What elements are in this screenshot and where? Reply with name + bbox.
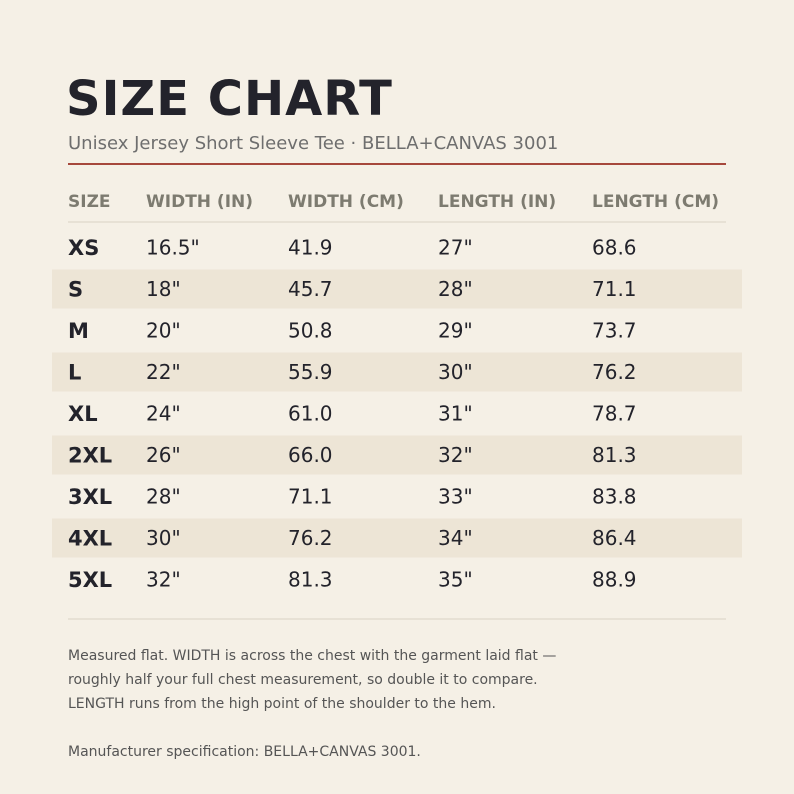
cell: 81.3 — [288, 568, 333, 592]
cell: 86.4 — [592, 526, 637, 550]
column-header: WIDTH (IN) — [146, 192, 253, 212]
title: SIZE CHART — [66, 71, 393, 127]
note-line: roughly half your full chest measurement… — [68, 672, 538, 688]
cell: 78.7 — [592, 402, 637, 426]
cell: 29" — [438, 319, 473, 343]
column-header: WIDTH (CM) — [288, 192, 404, 212]
cell: 26" — [146, 443, 181, 467]
cell: 20" — [146, 319, 181, 343]
cell: 28" — [146, 485, 181, 509]
size-label: M — [68, 319, 89, 343]
cell: 30" — [146, 526, 181, 550]
size-label: 3XL — [68, 485, 112, 509]
row-band — [52, 435, 742, 475]
cell: 32" — [438, 443, 473, 467]
column-header: LENGTH (IN) — [438, 192, 556, 212]
size-label: S — [68, 278, 83, 302]
cell: 50.8 — [288, 319, 333, 343]
column-header: SIZE — [68, 192, 111, 212]
cell: 83.8 — [592, 485, 637, 509]
cell: 45.7 — [288, 277, 333, 301]
cell: 34" — [438, 526, 473, 550]
cell: 16.5" — [146, 236, 200, 260]
size-label: XS — [68, 236, 99, 260]
note-line: LENGTH runs from the high point of the s… — [68, 696, 496, 712]
cell: 24" — [146, 402, 181, 426]
cell: 68.6 — [592, 236, 637, 260]
cell: 30" — [438, 360, 473, 384]
cell: 27" — [438, 236, 473, 260]
cell: 61.0 — [288, 402, 333, 426]
column-header: LENGTH (CM) — [592, 192, 719, 212]
row-band — [52, 518, 742, 558]
cell: 55.9 — [288, 360, 333, 384]
size-label: XL — [68, 402, 98, 426]
cell: 71.1 — [288, 485, 333, 509]
cell: 31" — [438, 402, 473, 426]
footer: Manufacturer specification: BELLA+CANVAS… — [68, 744, 421, 760]
size-label: 5XL — [68, 568, 112, 592]
size-label: 2XL — [68, 444, 112, 468]
cell: 32" — [146, 568, 181, 592]
cell: 41.9 — [288, 236, 333, 260]
cell: 66.0 — [288, 443, 333, 467]
cell: 73.7 — [592, 319, 637, 343]
subtitle: Unisex Jersey Short Sleeve Tee · BELLA+C… — [68, 133, 558, 154]
cell: 18" — [146, 277, 181, 301]
cell: 76.2 — [592, 360, 637, 384]
table: SIZE WIDTH (IN) WIDTH (CM) LENGTH (IN) LENGT… — [52, 192, 742, 592]
cell: 22" — [146, 360, 181, 384]
cell: 71.1 — [592, 277, 637, 301]
size-label: 4XL — [68, 527, 112, 551]
size-label: L — [68, 361, 81, 385]
cell: 35" — [438, 568, 473, 592]
cell: 76.2 — [288, 526, 333, 550]
cell: 81.3 — [592, 443, 637, 467]
row-band — [52, 352, 742, 392]
cell: 33" — [438, 485, 473, 509]
cell: 28" — [438, 277, 473, 301]
cell: 88.9 — [592, 568, 637, 592]
note-line: Measured flat. WIDTH is across the chest… — [68, 648, 556, 664]
row-band — [52, 269, 742, 309]
